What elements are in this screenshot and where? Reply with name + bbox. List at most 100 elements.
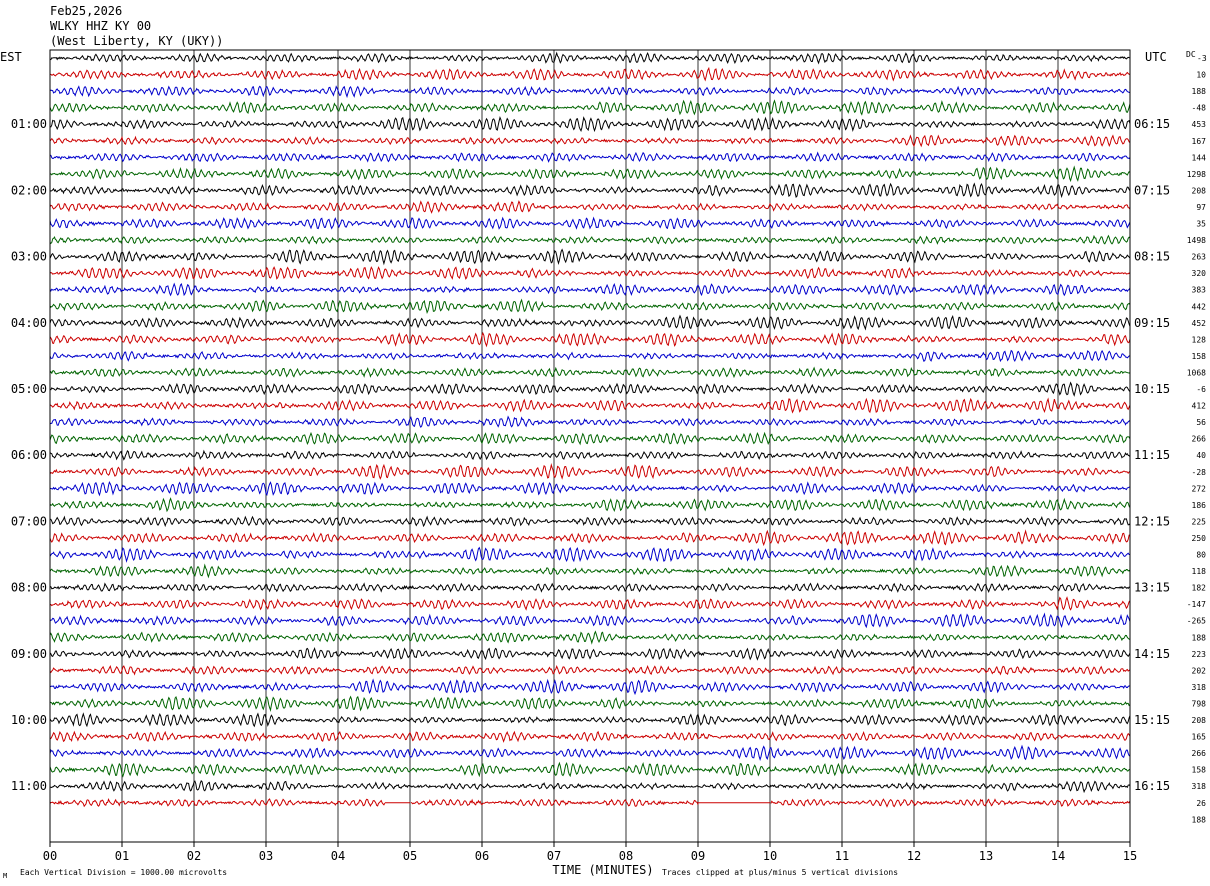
date-label: Feb25,2026 [50, 4, 123, 18]
footer-scale-note: Each Vertical Division = 1000.00 microvo… [20, 868, 227, 877]
dc-offset-label: 208 [1192, 716, 1207, 725]
right-hour-label: 11:15 [1134, 448, 1170, 462]
dc-offset-label: 442 [1192, 302, 1207, 311]
trace-line [49, 248, 1131, 266]
dc-offset-label: 40 [1196, 451, 1206, 460]
trace-line [49, 582, 1131, 594]
x-tick-label: 14 [1051, 849, 1065, 863]
dc-offset-label: 188 [1192, 87, 1207, 96]
dc-offset-label: 167 [1192, 137, 1207, 146]
left-hour-label: 04:00 [11, 316, 47, 330]
dc-offset-label: -147 [1187, 600, 1206, 609]
trace-line [49, 282, 1131, 297]
trace-line [49, 612, 1131, 629]
trace-line [49, 780, 1131, 794]
trace-line [49, 431, 1131, 446]
trace-line [49, 546, 1130, 563]
trace-line [49, 99, 1131, 116]
dc-offset-label: 266 [1192, 435, 1207, 444]
trace-line [49, 51, 1131, 65]
dc-offset-label: 412 [1192, 402, 1207, 411]
dc-offset-label: 453 [1192, 120, 1207, 129]
x-tick-label: 15 [1123, 849, 1137, 863]
dc-offset-label: 250 [1192, 534, 1207, 543]
left-hour-label: 10:00 [11, 713, 47, 727]
plot-header: Feb25,2026 WLKY HHZ KY 00 (West Liberty,… [50, 4, 223, 49]
chart-labels: 00 01 02 03 04 05 06 07 08 09 10 11 12 13 14 15 TIME (MI… [0, 50, 1207, 880]
trace-line [49, 761, 1131, 778]
dc-offset-label: 318 [1192, 683, 1207, 692]
dc-offset-label: -48 [1192, 104, 1207, 113]
trace-line [49, 497, 1131, 513]
trace-line [50, 66, 1131, 82]
dc-offset-label: 1068 [1187, 368, 1206, 377]
trace-line [49, 85, 1131, 99]
seismic-traces [49, 51, 1131, 808]
x-tick-label: 12 [907, 849, 921, 863]
dc-offset-label: 1298 [1187, 170, 1206, 179]
dc-offset-label: 320 [1192, 269, 1207, 278]
trace-line [49, 182, 1131, 199]
chart-frame [49, 49, 1131, 847]
right-hour-label: 16:15 [1134, 779, 1170, 793]
dc-offset-label: 10 [1196, 71, 1206, 80]
trace-line [49, 744, 1131, 762]
trace-line [49, 596, 1131, 611]
trace-line [49, 314, 1131, 331]
trace-line [49, 415, 1131, 428]
dc-offset-label: 208 [1192, 186, 1207, 195]
right-hour-label: 15:15 [1134, 713, 1170, 727]
footer-clip-note: Traces clipped at plus/minus 5 vertical … [662, 868, 898, 877]
x-axis-title: TIME (MINUTES) [552, 863, 653, 877]
left-hour-label: 02:00 [11, 183, 47, 197]
dc-offset-label: 80 [1196, 551, 1206, 560]
footer-mark: M [3, 872, 7, 880]
dc-offset-label: 186 [1192, 501, 1207, 510]
left-hour-label: 05:00 [11, 382, 47, 396]
dc-offset-label: -6 [1196, 385, 1206, 394]
trace-line [49, 515, 1131, 528]
dc-offset-label: -265 [1187, 617, 1206, 626]
trace-line [49, 695, 1131, 713]
trace-line [49, 134, 1131, 148]
dc-offset-label: 97 [1196, 203, 1206, 212]
trace-line [49, 216, 1131, 230]
dc-offset-label: 182 [1192, 584, 1207, 593]
x-tick-label: 04 [331, 849, 345, 863]
dc-offset-label: 118 [1192, 567, 1207, 576]
trace-line [49, 366, 1131, 379]
dc-offset-label: 225 [1192, 517, 1207, 526]
dc-offset-label: 202 [1192, 666, 1207, 675]
right-hour-label: 13:15 [1134, 581, 1170, 595]
left-hour-label: 03:00 [11, 250, 47, 264]
dc-offset-label: 318 [1192, 782, 1207, 791]
trace-line [49, 647, 1131, 661]
dc-offset-label: 263 [1192, 253, 1207, 262]
x-tick-label: 07 [547, 849, 561, 863]
right-hour-label: 07:15 [1134, 183, 1170, 197]
trace-line [49, 665, 1131, 676]
trace-line [49, 481, 1131, 497]
chart-grid [121, 50, 1059, 842]
trace-line [49, 298, 1131, 315]
right-hour-label: 09:15 [1134, 316, 1170, 330]
dc-offset-label: 798 [1192, 699, 1207, 708]
trace-line [49, 678, 1131, 696]
right-hour-label: 12:15 [1134, 514, 1170, 528]
dc-offset-label: 165 [1192, 733, 1207, 742]
x-tick-label: 02 [187, 849, 201, 863]
right-hour-label: 14:15 [1134, 647, 1170, 661]
trace-line [49, 151, 1131, 163]
right-hour-label: 06:15 [1134, 117, 1170, 131]
left-hour-label: 08:00 [11, 581, 47, 595]
trace-line [49, 798, 1131, 808]
dc-offset-label: 188 [1192, 815, 1207, 824]
dc-offset-label: 1498 [1187, 236, 1206, 245]
dc-offset-label: 223 [1192, 650, 1207, 659]
dc-header-sub-label: -3 [1197, 54, 1207, 63]
trace-line [49, 381, 1131, 397]
left-hour-label: 11:00 [11, 779, 47, 793]
dc-offset-label: 158 [1192, 352, 1207, 361]
trace-line [49, 200, 1131, 214]
location-label: (West Liberty, KY (UKY)) [50, 34, 224, 48]
